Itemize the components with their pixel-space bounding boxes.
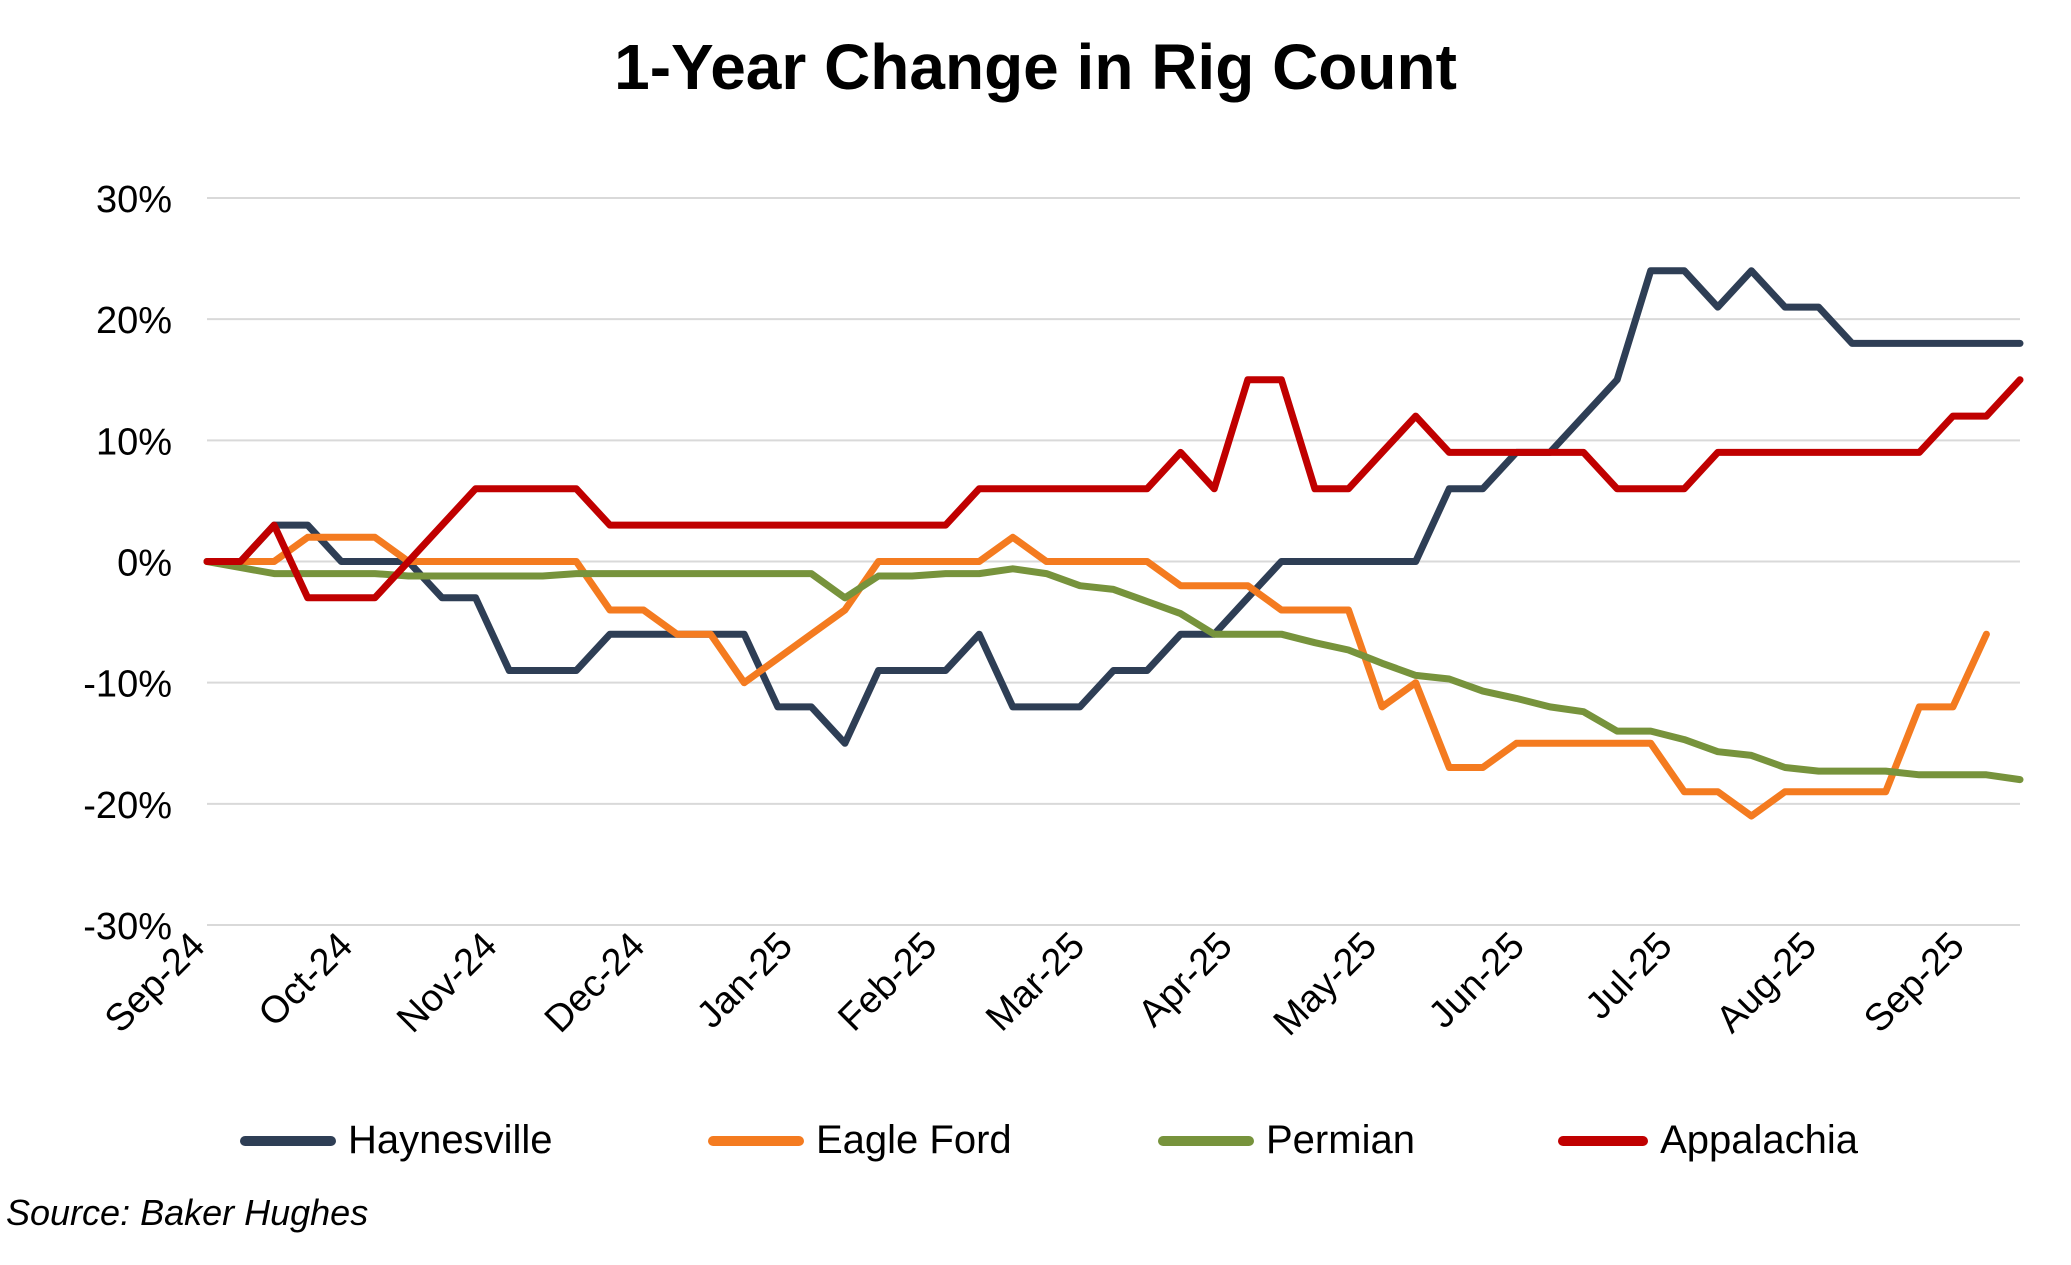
x-tick-label: Jan-25 (689, 925, 801, 1037)
series-line-eagle-ford (203, 533, 1990, 820)
legend-item: Eagle Ford (708, 1118, 1158, 1163)
legend-label: Appalachia (1660, 1118, 1858, 1162)
y-tick-label: -10% (83, 664, 172, 706)
x-tick-label: Feb-25 (830, 925, 945, 1040)
source-note: Source: Baker Hughes (6, 1192, 369, 1233)
series-lines (203, 267, 2024, 820)
legend-label: Haynesville (348, 1118, 553, 1162)
legend-item: Haynesville (240, 1118, 708, 1163)
x-axis-ticks: Sep-24 Oct-24 Nov-24 Dec-24 Jan-25 Feb-25 Mar-… (97, 925, 1973, 1044)
x-tick-label: Nov-24 (389, 925, 505, 1041)
x-tick-label: Aug-25 (1709, 925, 1825, 1041)
x-tick-label: Mar-25 (978, 925, 1093, 1040)
x-tick-label: Sep-25 (1856, 925, 1972, 1041)
x-tick-label: Jun-25 (1421, 925, 1533, 1037)
y-tick-label: 10% (96, 421, 172, 463)
y-tick-label: 20% (96, 300, 172, 342)
legend-swatch (1558, 1135, 1649, 1146)
y-axis-ticks: 30% 20% 10% 0% -10% -20% -30% (83, 179, 172, 948)
legend-swatch (240, 1135, 336, 1146)
y-tick-label: 0% (117, 543, 172, 585)
series-line-appalachia (203, 376, 2024, 602)
legend-label: Permian (1266, 1118, 1415, 1162)
legend-label: Eagle Ford (816, 1118, 1012, 1162)
x-tick-label: Oct-24 (251, 925, 361, 1035)
legend-swatch (1158, 1135, 1254, 1146)
legend-item: Appalachia (1558, 1118, 1858, 1163)
x-tick-label: Dec-24 (537, 925, 653, 1041)
legend-item: Permian (1158, 1118, 1558, 1163)
x-tick-label: Jul-25 (1578, 925, 1681, 1028)
series-line-haynesville (203, 267, 2024, 747)
chart-title: 1-Year Change in Rig Count (614, 31, 1457, 103)
series-line-permian (203, 558, 2024, 784)
y-tick-label: -30% (83, 906, 172, 948)
legend: Haynesville Eagle Ford Permian Appalachia (240, 1118, 1858, 1163)
x-tick-label: May-25 (1266, 925, 1385, 1044)
y-tick-label: -20% (83, 785, 172, 827)
y-tick-label: 30% (96, 179, 172, 221)
legend-swatch (708, 1135, 804, 1146)
x-tick-label: Apr-25 (1130, 925, 1240, 1035)
